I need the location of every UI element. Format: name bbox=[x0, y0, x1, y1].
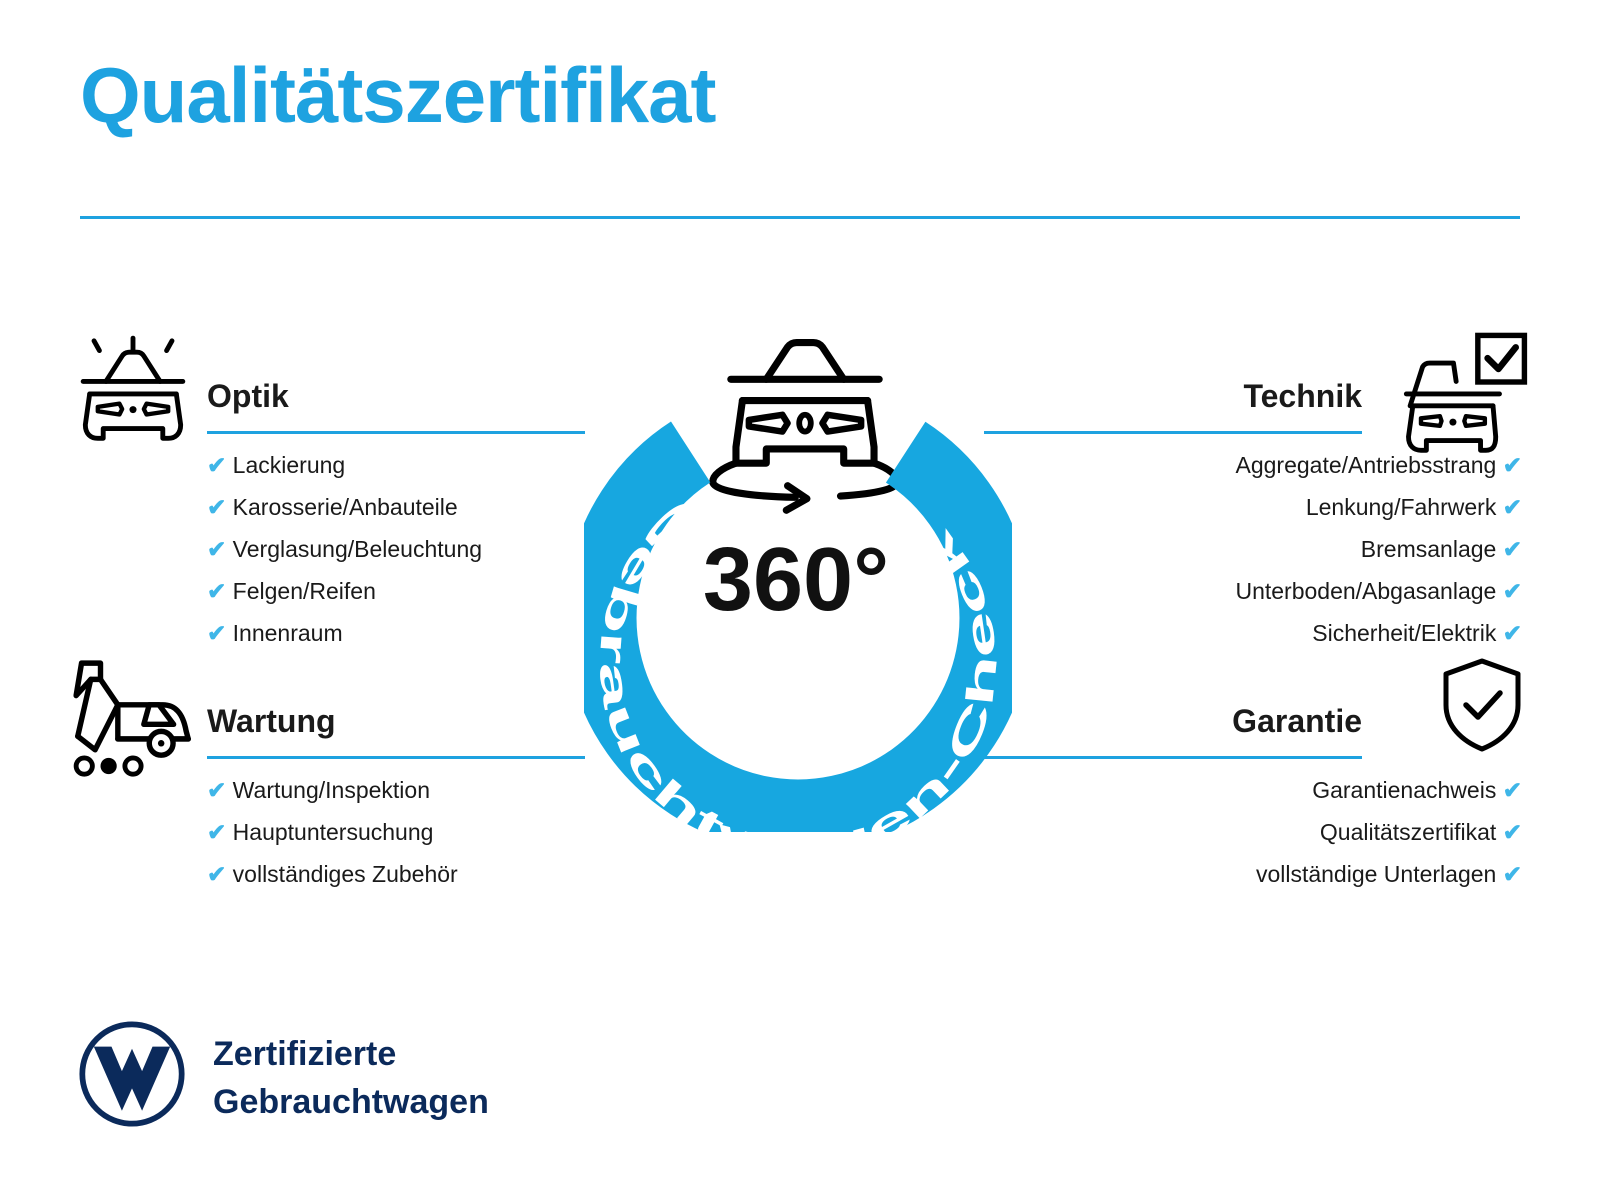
svg-text:360°: 360° bbox=[703, 530, 889, 630]
